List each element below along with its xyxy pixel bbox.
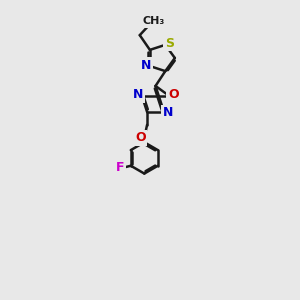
Text: O: O	[168, 88, 178, 100]
Text: CH₃: CH₃	[142, 16, 165, 26]
Text: O: O	[135, 131, 146, 144]
Text: N: N	[163, 106, 173, 119]
Text: F: F	[116, 161, 124, 174]
Text: S: S	[165, 37, 174, 50]
Text: N: N	[133, 88, 143, 101]
Text: N: N	[141, 59, 151, 72]
